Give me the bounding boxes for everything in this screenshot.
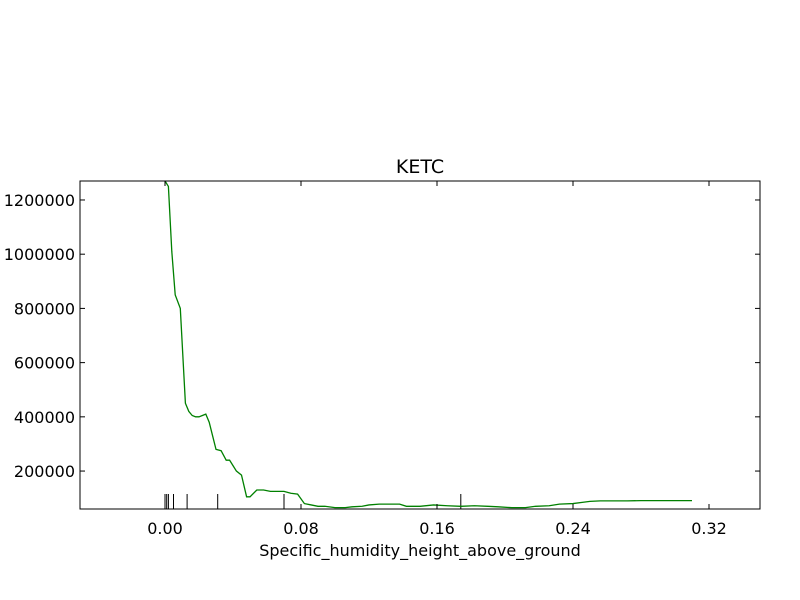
y-tick-label: 600000 [14,354,75,373]
y-tick-label: 400000 [14,408,75,427]
line-layer [164,180,692,509]
x-tick-label: 0.00 [147,519,183,538]
plot-frame [79,180,761,510]
x-ticks: 0.00 0.08 0.16 0.24 0.32 [147,181,727,538]
x-tick-label: 0.32 [691,519,727,538]
y-tick-label: 1200000 [4,191,75,210]
y-tick-label: 1000000 [4,245,75,264]
y-ticks: 200000 400000 600000 800000 1000000 1200000 [4,191,760,481]
x-tick-label: 0.08 [283,519,319,538]
x-tick-label: 0.16 [419,519,455,538]
chart-title: KETC [396,156,444,178]
series-line-0 [164,180,692,509]
plot-background [80,181,760,509]
y-tick-label: 800000 [14,299,75,318]
x-axis-label: Specific_humidity_height_above_ground [259,541,581,561]
y-tick-label: 200000 [14,462,75,481]
x-tick-label: 0.24 [555,519,591,538]
